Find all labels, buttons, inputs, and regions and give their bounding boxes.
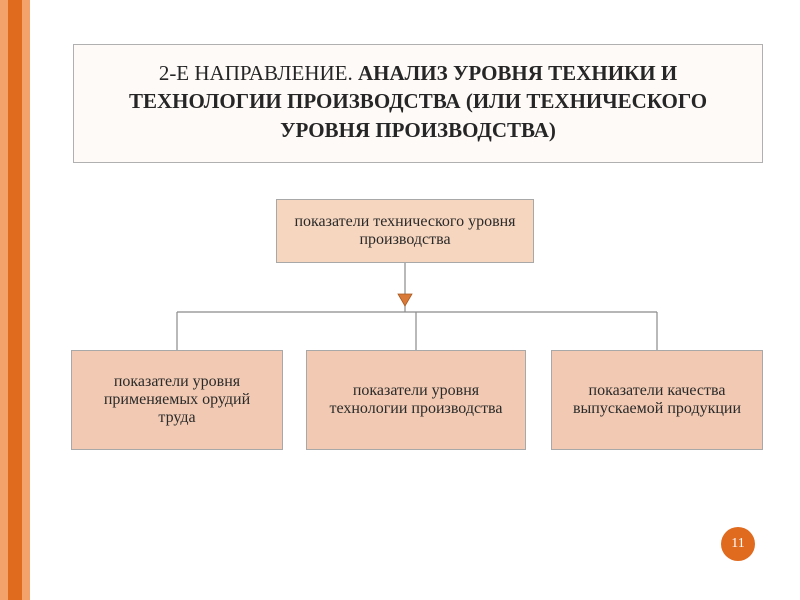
child-node-label: показатели качества выпускаемой продукци… — [564, 382, 750, 418]
parent-node: показатели технического уровня производс… — [276, 199, 534, 263]
page-number: 11 — [731, 536, 744, 552]
accent-stripe-inner — [8, 0, 22, 600]
child-node-quality: показатели качества выпускаемой продукци… — [551, 350, 763, 450]
parent-node-label: показатели технического уровня производс… — [289, 213, 521, 249]
title-prefix: 2-Е НАПРАВЛЕНИЕ. — [159, 61, 358, 85]
child-node-tools: показатели уровня применяемых орудий тру… — [71, 350, 283, 450]
page-number-badge: 11 — [721, 527, 755, 561]
title-box: 2-Е НАПРАВЛЕНИЕ. АНАЛИЗ УРОВНЯ ТЕХНИКИ И… — [73, 44, 763, 163]
child-node-label: показатели уровня технологии производств… — [319, 382, 513, 418]
child-node-label: показатели уровня применяемых орудий тру… — [84, 373, 270, 427]
child-node-technology: показатели уровня технологии производств… — [306, 350, 526, 450]
